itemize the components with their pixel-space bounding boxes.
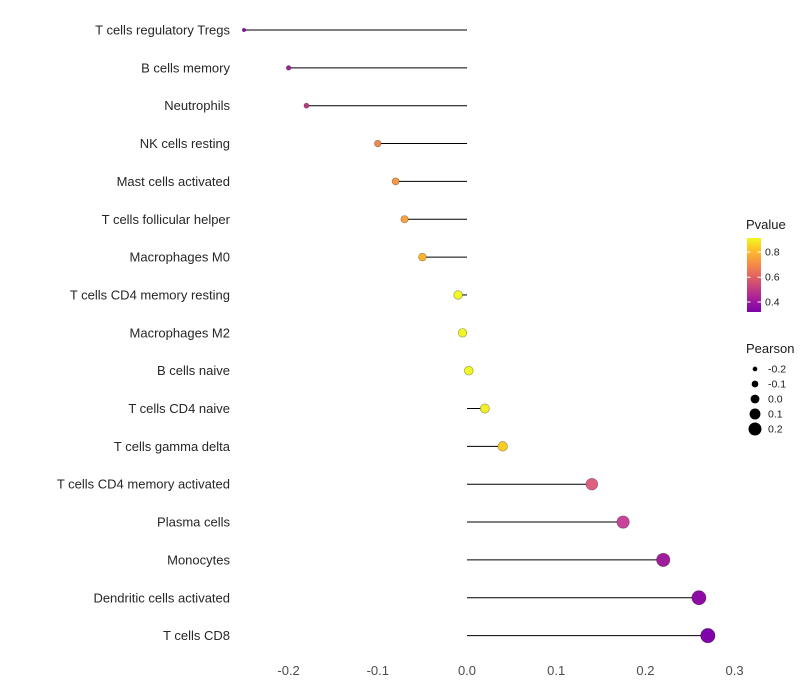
pearson-tick-label: -0.2 (768, 364, 786, 376)
data-point (457, 328, 468, 338)
lollipop-row: T cells CD4 naive (128, 401, 490, 416)
lollipop-row: T cells regulatory Tregs (95, 23, 467, 38)
data-point (285, 65, 292, 71)
pvalue-legend: Pvalue 0.8 0.6 0.4 (746, 217, 786, 312)
lollipop-row: Macrophages M2 (130, 325, 468, 340)
category-label: Neutrophils (164, 98, 230, 113)
lollipop-row: Mast cells activated (117, 174, 467, 189)
category-label: B cells naive (157, 363, 230, 378)
data-point (391, 177, 400, 186)
x-axis-tick-label: 0.2 (636, 663, 654, 678)
category-label: Plasma cells (157, 515, 230, 530)
lollipop-row: Macrophages M0 (130, 250, 467, 265)
x-axis-tick-label: 0.0 (458, 663, 476, 678)
pearson-legend-dot (749, 408, 761, 420)
data-point (479, 403, 490, 414)
lollipop-row: Plasma cells (157, 515, 630, 530)
lollipop-row: T cells gamma delta (114, 439, 508, 454)
lollipop-row: T cells follicular helper (102, 212, 467, 227)
category-label: T cells regulatory Tregs (95, 23, 230, 38)
lollipop-row: NK cells resting (140, 136, 467, 151)
category-label: T cells CD4 memory activated (57, 477, 230, 492)
data-point (453, 290, 463, 300)
category-label: Macrophages M0 (130, 250, 230, 265)
x-axis-tick-label: -0.2 (277, 663, 299, 678)
category-label: Mast cells activated (117, 174, 230, 189)
category-label: T cells follicular helper (102, 212, 231, 227)
pearson-tick-label: 0.0 (768, 394, 783, 406)
pvalue-tick-label: 0.6 (765, 272, 780, 284)
data-point (616, 515, 630, 529)
pearson-tick-label: 0.2 (768, 424, 783, 436)
category-label: T cells CD8 (163, 628, 230, 643)
data-point (400, 215, 409, 224)
pearson-legend-title: Pearson (746, 341, 794, 356)
pearson-legend-dot (748, 422, 762, 436)
pvalue-tick-label: 0.4 (765, 297, 780, 309)
data-point (691, 590, 707, 606)
lollipop-row: Dendritic cells activated (93, 590, 707, 606)
data-point (241, 27, 247, 33)
pearson-tick-label: 0.1 (768, 409, 783, 421)
x-axis: -0.2 -0.1 0.0 0.1 0.2 0.3 (277, 663, 743, 678)
category-label: B cells memory (141, 60, 230, 75)
pvalue-tick-label: 0.8 (765, 247, 780, 259)
pvalue-legend-title: Pvalue (746, 217, 786, 232)
x-axis-tick-label: 0.1 (547, 663, 565, 678)
category-label: Macrophages M2 (130, 325, 230, 340)
lollipop-row: Monocytes (167, 552, 671, 567)
lollipop-row: T cells CD8 (163, 628, 716, 644)
category-label: Monocytes (167, 552, 230, 567)
lollipop-rows: T cells regulatory Tregs B cells memory Ne… (57, 23, 716, 644)
pearson-legend: Pearson -0.2 -0.1 0.0 0.1 0.2 (746, 341, 794, 436)
lollipop-row: B cells naive (157, 363, 474, 378)
data-point (464, 365, 474, 376)
data-point (497, 441, 508, 452)
data-point (585, 477, 599, 491)
pearson-legend-dot (751, 380, 759, 388)
pearson-legend-dot (750, 394, 760, 404)
pvalue-colorbar (747, 238, 761, 312)
data-point (374, 139, 382, 148)
category-label: T cells gamma delta (114, 439, 231, 454)
lollipop-row: B cells memory (141, 60, 467, 75)
lollipop-row: T cells CD4 memory activated (57, 477, 599, 492)
data-point (303, 102, 310, 109)
pearson-legend-dot (752, 366, 758, 372)
lollipop-row: Neutrophils (164, 98, 467, 113)
x-axis-tick-label: -0.1 (367, 663, 389, 678)
x-axis-tick-label: 0.3 (726, 663, 744, 678)
data-point (700, 628, 716, 644)
data-point (656, 552, 671, 567)
data-point (418, 252, 427, 262)
pearson-tick-label: -0.1 (768, 379, 786, 391)
category-label: T cells CD4 naive (128, 401, 230, 416)
category-label: Dendritic cells activated (93, 590, 230, 605)
category-label: NK cells resting (140, 136, 230, 151)
lollipop-row: T cells CD4 memory resting (70, 287, 467, 302)
category-label: T cells CD4 memory resting (70, 287, 230, 302)
